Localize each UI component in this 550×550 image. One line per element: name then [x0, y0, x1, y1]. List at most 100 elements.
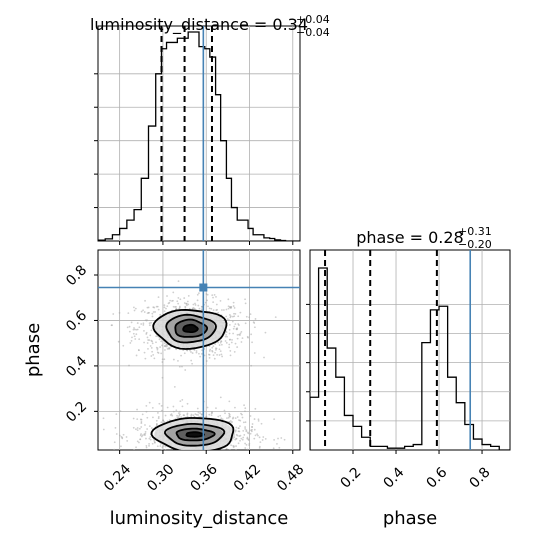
contour-sample-point: [198, 458, 200, 460]
contour-sample-point: [232, 327, 235, 330]
contour-sample-point: [212, 354, 215, 357]
contour-sample-point: [133, 327, 135, 329]
contour-sample-point: [142, 462, 144, 464]
contour-sample-point: [200, 352, 203, 355]
contour-sample-point: [249, 415, 252, 417]
contour-sample-point: [280, 461, 282, 463]
contour-sample-point: [130, 321, 133, 324]
contour-ytick-label-3: 0.8: [63, 262, 90, 289]
contour-sample-point: [243, 404, 245, 407]
contour-sample-point: [239, 334, 241, 336]
contour-sample-point: [230, 341, 233, 344]
contour-sample-point: [149, 345, 152, 347]
contour-sample-point: [179, 413, 181, 416]
contour-xtick-label-1: 0.30: [144, 461, 177, 494]
contour-sample-point: [158, 452, 160, 454]
contour-sample-point: [232, 332, 235, 335]
contour-sample-point: [118, 312, 121, 314]
contour-sample-point: [176, 300, 179, 303]
contour-sample-point: [114, 426, 117, 429]
contour-sample-point: [228, 346, 231, 349]
contour-sample-point: [237, 430, 240, 433]
contour-sample-point: [251, 426, 253, 428]
contour-sample-point: [145, 437, 147, 440]
hist-ld-frame: [97, 25, 301, 242]
contour-sample-point: [162, 419, 165, 422]
contour-sample-point: [200, 413, 203, 416]
contour-sample-point: [171, 414, 174, 417]
contour-sample-point: [147, 458, 149, 460]
hist-phase-frame: [309, 249, 511, 451]
contour-sample-point: [201, 305, 203, 308]
contour-sample-point: [226, 335, 228, 338]
x-axis-label-phase: phase: [383, 508, 437, 529]
contour-sample-point: [218, 354, 221, 356]
contour-sample-point: [229, 420, 232, 422]
contour-sample-point: [172, 410, 175, 413]
contour-sample-point: [219, 350, 222, 353]
contour-sample-point: [221, 309, 223, 311]
contour-sample-point: [177, 359, 179, 362]
contour-xtick-label-3: 0.42: [231, 461, 264, 494]
contour-sample-point: [208, 350, 211, 352]
contour-sample-point: [207, 453, 209, 455]
contour-sample-point: [186, 349, 189, 352]
contour-sample-point: [135, 333, 138, 336]
contour-sample-point: [156, 445, 159, 448]
contour-sample-point: [135, 446, 137, 449]
contour-sample-point: [195, 351, 198, 354]
contour-sample-point: [133, 449, 135, 450]
contour-sample-point: [147, 347, 149, 350]
contour-sample-point: [164, 449, 167, 450]
contour-sample-point: [151, 451, 153, 453]
contour-sample-point: [229, 449, 231, 450]
contour-sample-point: [132, 328, 135, 331]
contour-sample-point: [229, 307, 232, 310]
hist-phase-title-median: 0.28: [428, 228, 464, 247]
contour-sample-point: [186, 413, 189, 416]
contour-sample-point: [146, 336, 149, 339]
contour-sample-point: [152, 416, 154, 419]
contour-sample-point: [234, 438, 237, 441]
contour-sample-point: [242, 429, 245, 432]
hist-phase-xtick-label-0: 0.2: [337, 464, 364, 491]
contour-sample-point: [197, 304, 200, 307]
contour-sample-point: [141, 413, 144, 416]
hist-ld-title: luminosity_distance = 0.34: [90, 15, 308, 35]
contour-sample-point: [149, 436, 152, 438]
contour-sample-point: [244, 407, 247, 410]
contour-sample-point: [119, 410, 122, 413]
contour-sample-point: [183, 414, 186, 417]
contour-sample-point: [253, 352, 256, 354]
contour-sample-point: [149, 438, 152, 441]
contour-sample-point: [110, 324, 113, 327]
contour-sample-point: [159, 445, 162, 447]
contour-truth-marker: [199, 283, 208, 292]
contour-sample-point: [219, 341, 222, 344]
contour-sample-point: [121, 437, 124, 440]
contour-sample-point: [207, 305, 209, 308]
contour-sample-point: [283, 438, 286, 441]
contour-sample-point: [183, 461, 185, 463]
contour-sample-point: [235, 449, 237, 450]
contour-sample-point: [161, 376, 164, 379]
contour-sample-point: [134, 328, 136, 331]
contour-sample-point: [145, 444, 148, 447]
contour-sample-point: [126, 326, 129, 329]
contour-sample-point: [155, 335, 158, 338]
contour-sample-point: [244, 410, 246, 413]
contour-sample-point: [227, 298, 230, 301]
hist-phase-title-param: phase: [356, 228, 404, 247]
contour-sample-point: [133, 335, 136, 338]
contour-sample-point: [239, 332, 242, 335]
contour-sample-point: [231, 320, 234, 323]
contour-sample-point: [137, 349, 140, 351]
contour-ytick-label-1: 0.4: [63, 353, 90, 380]
contour-sample-point: [201, 349, 203, 351]
contour-sample-point: [256, 433, 259, 436]
contour-sample-point: [261, 439, 264, 441]
contour-sample-point: [160, 421, 163, 424]
contour-sample-point: [157, 412, 159, 414]
contour-sample-point: [225, 308, 228, 311]
contour-sample-point: [188, 452, 190, 454]
